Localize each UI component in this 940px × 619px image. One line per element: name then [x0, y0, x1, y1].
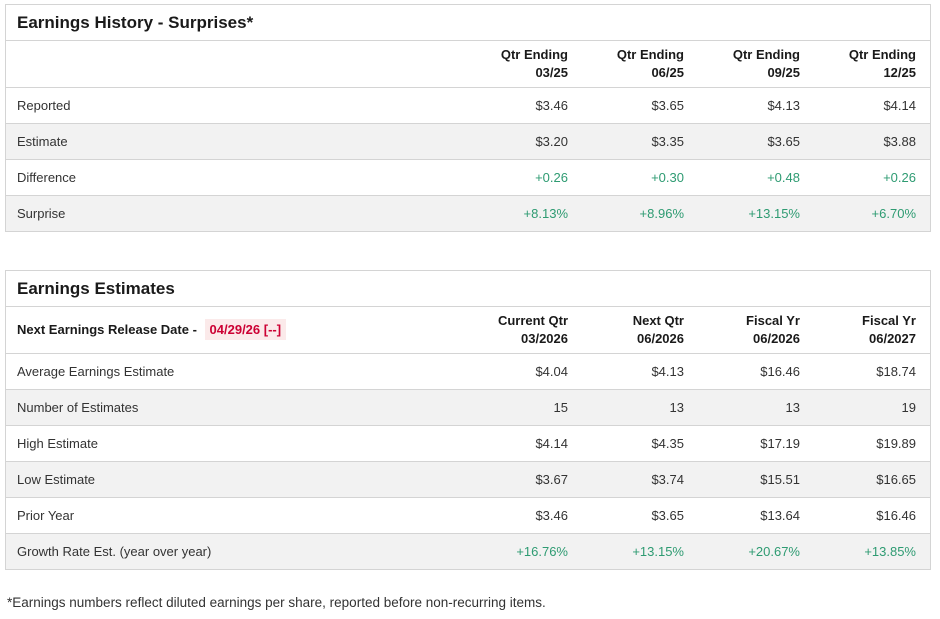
- table-row-high-estimate: High Estimate $4.14 $4.35 $17.19 $19.89: [6, 425, 930, 463]
- earnings-history-table: Qtr Ending 03/25 Qtr Ending 06/25 Qtr En…: [6, 41, 930, 232]
- column-header-qtr-1225: Qtr Ending 12/25: [814, 41, 930, 89]
- cell-value: $3.88: [814, 123, 930, 161]
- earnings-history-title: Earnings History - Surprises*: [6, 5, 930, 41]
- table-row-average-earnings-estimate: Average Earnings Estimate $4.04 $4.13 $1…: [6, 353, 930, 391]
- cell-value-positive: +13.15%: [748, 206, 800, 222]
- row-label: Prior Year: [6, 497, 466, 535]
- row-label: Low Estimate: [6, 461, 466, 499]
- row-label: Estimate: [6, 123, 466, 161]
- column-header-qtr-0325: Qtr Ending 03/25: [466, 41, 582, 89]
- earnings-estimates-table: Next Earnings Release Date - 04/29/26 [-…: [6, 307, 930, 570]
- earnings-history-panel: Earnings History - Surprises* Qtr Ending…: [5, 4, 931, 233]
- row-label: Growth Rate Est. (year over year): [17, 544, 212, 560]
- cell-value: 13: [698, 389, 814, 427]
- next-earnings-release: Next Earnings Release Date - 04/29/26 [-…: [6, 307, 466, 355]
- column-header-qtr-0925: Qtr Ending 09/25: [698, 41, 814, 89]
- earnings-estimates-header-row: Next Earnings Release Date - 04/29/26 [-…: [6, 307, 930, 355]
- column-header-next-qtr: Next Qtr 06/2026: [582, 307, 698, 355]
- table-row-surprise: Surprise +8.13% +8.96% +13.15% +6.70%: [6, 195, 930, 232]
- cell-value: $13.64: [698, 497, 814, 535]
- cell-value: 19: [814, 389, 930, 427]
- cell-value-positive: +13.85%: [864, 544, 916, 560]
- cell-value: $3.65: [582, 497, 698, 535]
- cell-value: $15.51: [698, 461, 814, 499]
- cell-value: $16.65: [814, 461, 930, 499]
- cell-value-positive: +0.26: [814, 159, 930, 197]
- cell-value: $4.04: [466, 353, 582, 391]
- row-label: Difference: [6, 159, 466, 197]
- cell-value: 15: [466, 389, 582, 427]
- row-label: High Estimate: [6, 425, 466, 463]
- table-row-number-of-estimates: Number of Estimates 15 13 13 19: [6, 389, 930, 427]
- cell-value-positive: +6.70%: [871, 206, 916, 222]
- table-row-difference: Difference +0.26 +0.30 +0.48 +0.26: [6, 159, 930, 197]
- cell-value: $3.46: [466, 497, 582, 535]
- table-row-estimate: Estimate $3.20 $3.35 $3.65 $3.88: [6, 123, 930, 161]
- table-row-reported: Reported $3.46 $3.65 $4.13 $4.14: [6, 87, 930, 125]
- cell-value: $4.14: [814, 87, 930, 125]
- cell-value-positive: +0.26: [466, 159, 582, 197]
- next-earnings-release-date: 04/29/26 [--]: [204, 318, 287, 341]
- table-row-prior-year: Prior Year $3.46 $3.65 $13.64 $16.46: [6, 497, 930, 535]
- cell-value: $3.35: [582, 123, 698, 161]
- cell-value: $3.65: [698, 123, 814, 161]
- column-header-qtr-0625: Qtr Ending 06/25: [582, 41, 698, 89]
- cell-value: $4.13: [698, 87, 814, 125]
- column-header-fiscal-yr-2026: Fiscal Yr 06/2026: [698, 307, 814, 355]
- earnings-estimates-panel: Earnings Estimates Next Earnings Release…: [5, 270, 931, 571]
- cell-value: $3.74: [582, 461, 698, 499]
- cell-value: $4.14: [466, 425, 582, 463]
- cell-value: $4.13: [582, 353, 698, 391]
- cell-value-positive: +0.48: [698, 159, 814, 197]
- column-header-fiscal-yr-2027: Fiscal Yr 06/2027: [814, 307, 930, 355]
- table-row-low-estimate: Low Estimate $3.67 $3.74 $15.51 $16.65: [6, 461, 930, 499]
- cell-value: $16.46: [698, 353, 814, 391]
- row-label: Surprise: [17, 206, 66, 222]
- cell-value-positive: +13.15%: [632, 544, 684, 560]
- earnings-history-header-row: Qtr Ending 03/25 Qtr Ending 06/25 Qtr En…: [6, 41, 930, 89]
- cell-value: $17.19: [698, 425, 814, 463]
- cell-value: $3.20: [466, 123, 582, 161]
- earnings-footnote: *Earnings numbers reflect diluted earnin…: [7, 595, 546, 611]
- cell-value: $18.74: [814, 353, 930, 391]
- next-earnings-release-label: Next Earnings Release Date -: [17, 321, 197, 337]
- row-label: Reported: [6, 87, 466, 125]
- earnings-estimates-title: Earnings Estimates: [6, 271, 930, 308]
- cell-value: $16.46: [814, 497, 930, 535]
- row-label: Average Earnings Estimate: [6, 353, 466, 391]
- cell-value: $3.67: [466, 461, 582, 499]
- cell-value: 13: [582, 389, 698, 427]
- cell-value-positive: +0.30: [582, 159, 698, 197]
- cell-value-positive: +20.67%: [748, 544, 800, 560]
- cell-value: $3.46: [466, 87, 582, 125]
- row-label: Number of Estimates: [6, 389, 466, 427]
- column-header-current-qtr: Current Qtr 03/2026: [466, 307, 582, 355]
- cell-value: $4.35: [582, 425, 698, 463]
- cell-value: $19.89: [814, 425, 930, 463]
- cell-value-positive: +16.76%: [516, 544, 568, 560]
- cell-value-positive: +8.13%: [523, 206, 568, 222]
- cell-value: $3.65: [582, 87, 698, 125]
- table-row-growth-rate-est: Growth Rate Est. (year over year) +16.76…: [6, 533, 930, 570]
- cell-value-positive: +8.96%: [639, 206, 684, 222]
- header-spacer: [6, 41, 466, 89]
